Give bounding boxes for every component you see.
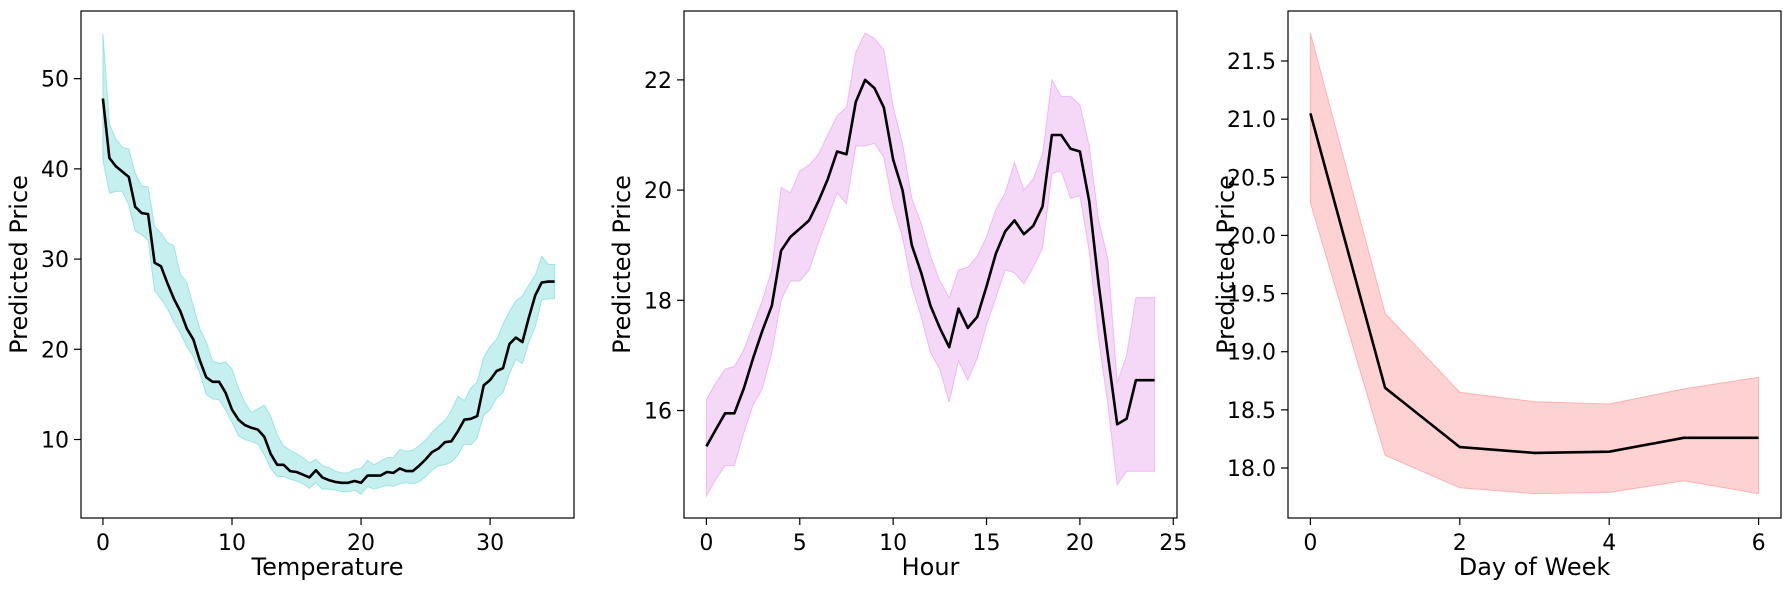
prediction-line (1309, 112, 1759, 455)
chart-panel-2: 0 5 10 15 20 25 16 18 20 22 Hour Predicted Price (608, 10, 1187, 581)
plot-frame (80, 10, 575, 519)
x-axis-label: Temperature (250, 553, 403, 581)
x-tick-label: 15 (973, 531, 1001, 556)
y-tick-label: 21.0 (1227, 108, 1276, 133)
y-tick-label: 30 (41, 248, 69, 273)
y-tick-label: 20 (41, 338, 69, 363)
prediction-line (101, 98, 555, 485)
x-tick-label: 20 (1066, 531, 1094, 556)
x-tick-label: 0 (699, 531, 713, 556)
x-axis-label: Hour (902, 553, 960, 581)
x-tick-label: 10 (218, 531, 246, 556)
y-tick-label: 18.5 (1227, 399, 1276, 424)
y-axis-label: Predicted Price (608, 175, 636, 354)
x-tick-label: 30 (476, 531, 504, 556)
prediction-line (705, 78, 1155, 448)
y-tick-label: 40 (41, 158, 69, 183)
y-tick-label: 50 (41, 68, 69, 93)
y-tick-label: 18 (644, 289, 672, 314)
y-tick-label: 19.5 (1227, 283, 1276, 308)
x-tick-label: 20 (347, 531, 375, 556)
y-tick-label: 22 (644, 69, 672, 94)
y-tick-label: 18.0 (1227, 457, 1276, 482)
plot-frame (1287, 10, 1782, 519)
y-axis-label: Predicted Price (1212, 175, 1240, 354)
confidence-band (705, 32, 1156, 498)
confidence-band (102, 33, 556, 496)
plot-frame (683, 10, 1178, 519)
x-tick-label: 0 (96, 531, 110, 556)
y-tick-label: 20.5 (1227, 166, 1276, 191)
x-tick-label: 5 (793, 531, 807, 556)
y-tick-label: 20 (644, 179, 672, 204)
confidence-band (1309, 32, 1760, 495)
chart-panel-1: 0 10 20 30 10 20 30 40 50 Temperature Predicted Pr… (5, 10, 575, 581)
x-tick-label: 2 (1453, 531, 1467, 556)
x-axis-label: Day of Week (1459, 553, 1611, 581)
y-tick-label: 21.5 (1227, 50, 1276, 75)
x-tick-label: 25 (1159, 531, 1187, 556)
x-tick-label: 0 (1303, 531, 1317, 556)
y-tick-label: 16 (644, 400, 672, 425)
x-tick-label: 4 (1602, 531, 1616, 556)
x-tick-label: 10 (879, 531, 907, 556)
y-tick-label: 19.0 (1227, 341, 1276, 366)
y-axis-label: Predicted Price (5, 175, 33, 354)
chart-panel-3: 0 2 4 6 18.0 18.5 19.0 19.5 20.0 20.5 21.0 21.5 Day … (1212, 10, 1782, 581)
y-tick-label: 20.0 (1227, 224, 1276, 249)
x-tick-label: 6 (1752, 531, 1766, 556)
y-tick-label: 10 (41, 429, 69, 454)
